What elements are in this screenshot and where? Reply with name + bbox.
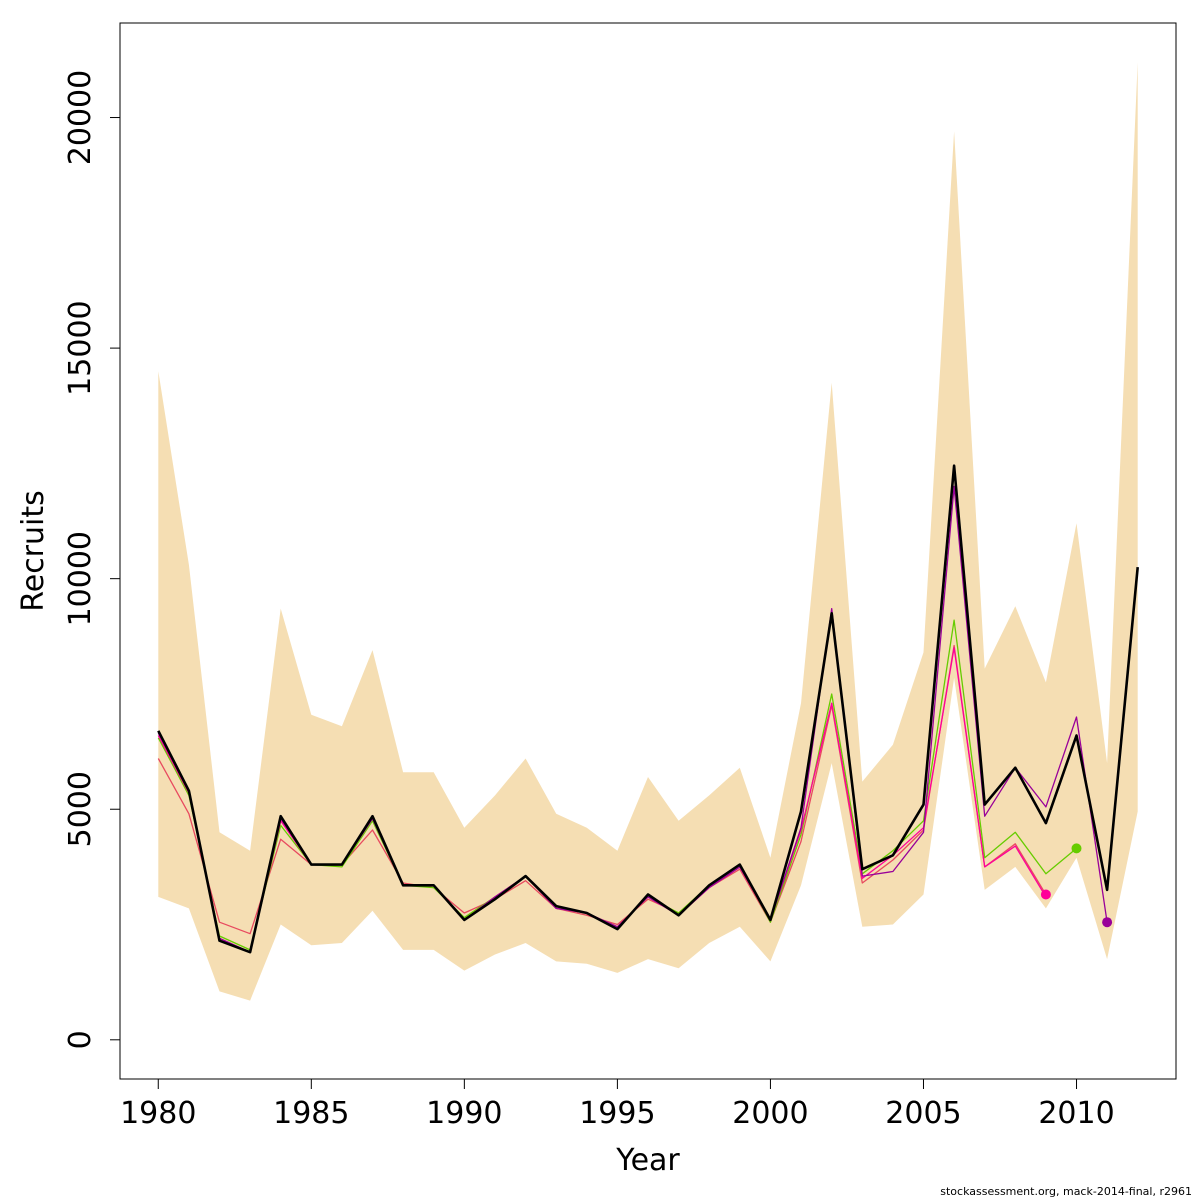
y-tick-label: 5000	[63, 771, 98, 847]
series-layer	[157, 464, 1139, 954]
y-tick-label: 15000	[63, 300, 98, 395]
axes-layer: 1980 1985 1990 1995 2000 2005 2010 0 5000 10000 15…	[63, 70, 1115, 1131]
series-line-6	[157, 464, 1139, 954]
x-tick-label: 1990	[426, 1096, 502, 1131]
y-tick-label: 10000	[63, 531, 98, 626]
series-endpoint-marker-3	[1040, 889, 1051, 900]
x-axis-title: Year	[615, 1143, 680, 1178]
y-tick-label: 0	[63, 1030, 98, 1049]
x-tick-label: 1995	[579, 1096, 655, 1131]
confidence-band-layer	[158, 62, 1138, 1001]
x-tick-label: 1985	[273, 1096, 349, 1131]
y-tick-label: 20000	[63, 70, 98, 165]
y-axis-title: Recruits	[16, 490, 51, 612]
series-endpoint-marker-4	[1071, 843, 1082, 854]
x-tick-label: 2005	[885, 1096, 961, 1131]
x-tick-label: 2000	[732, 1096, 808, 1131]
x-tick-label: 1980	[120, 1096, 196, 1131]
x-tick-label: 2010	[1038, 1096, 1114, 1131]
confidence-band	[158, 62, 1138, 1001]
source-footer: stockassessment.org, mack-2014-final, r2…	[940, 1185, 1192, 1198]
series-endpoint-marker-5	[1102, 917, 1113, 928]
endpoint-markers-layer	[1040, 843, 1113, 928]
